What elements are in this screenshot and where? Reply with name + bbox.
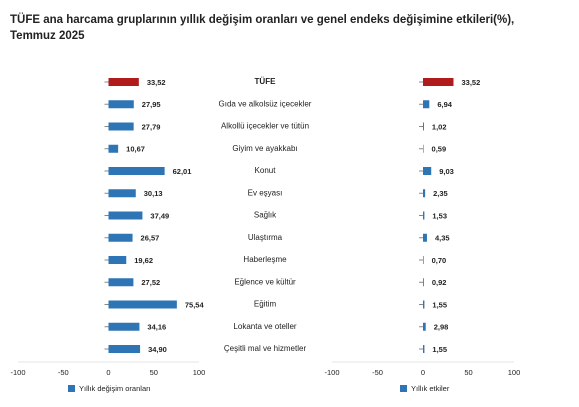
value-label: 75,54 (185, 300, 205, 309)
value-label: 0,70 (432, 256, 447, 265)
x-tick-label: -50 (372, 368, 383, 377)
bar (108, 322, 140, 331)
x-tick-label: -100 (10, 368, 25, 377)
x-tick-label: -50 (58, 368, 69, 377)
bar (108, 211, 143, 220)
category-label: Eğlence ve kültür (234, 277, 296, 286)
value-label: 10,67 (126, 145, 145, 154)
bar (108, 189, 136, 198)
category-label: Haberleşme (243, 255, 287, 264)
x-tick-label: 100 (193, 368, 206, 377)
x-tick-label: 50 (150, 368, 158, 377)
chart-title: TÜFE ana harcama gruplarının yıllık deği… (10, 14, 515, 42)
value-label: 1,53 (432, 211, 447, 220)
category-label: Ulaştırma (248, 233, 283, 242)
value-label: 33,52 (462, 78, 481, 87)
value-label: 2,35 (433, 189, 448, 198)
bar (423, 122, 424, 131)
value-label: 27,79 (142, 122, 161, 131)
legend-label: Yıllık etkiler (411, 384, 450, 393)
value-label: 33,52 (147, 78, 166, 87)
x-tick-label: 100 (508, 368, 521, 377)
bar (423, 233, 427, 242)
bar (108, 300, 177, 309)
value-label: 9,03 (439, 167, 454, 176)
value-label: 19,62 (134, 256, 153, 265)
bar (423, 78, 454, 86)
value-label: 30,13 (144, 189, 163, 198)
category-label: Çeşitli mal ve hizmetler (224, 344, 307, 353)
bar (108, 100, 134, 109)
bar (108, 345, 141, 353)
bar (108, 122, 134, 131)
value-label: 26,57 (141, 234, 160, 243)
value-label: 34,16 (147, 323, 166, 332)
bar (108, 256, 127, 264)
legend-swatch (400, 385, 407, 392)
value-label: 0,59 (432, 145, 447, 154)
bar (423, 300, 425, 309)
value-label: 27,95 (142, 100, 161, 109)
value-label: 1,55 (432, 345, 447, 354)
legend-swatch (68, 385, 75, 392)
value-label: 62,01 (173, 167, 192, 176)
category-label: Ev eşyası (248, 188, 283, 197)
bar (423, 167, 432, 175)
value-label: 0,92 (432, 278, 447, 287)
bar (423, 322, 426, 331)
value-label: 37,49 (150, 211, 169, 220)
value-label: 1,02 (432, 122, 447, 131)
category-label: Sağlık (254, 211, 277, 220)
category-label: Konut (255, 166, 277, 175)
value-label: 4,35 (435, 234, 450, 243)
x-tick-label: 0 (421, 368, 425, 377)
bar (108, 144, 119, 153)
value-label: 34,90 (148, 345, 167, 354)
bar (108, 278, 134, 287)
category-label: Lokanta ve oteller (233, 322, 296, 331)
bar (423, 256, 424, 264)
value-label: 2,98 (434, 323, 449, 332)
category-label: Alkollü içecekler ve tütün (221, 122, 309, 131)
bar (423, 144, 424, 153)
bar (108, 167, 165, 175)
bar (423, 100, 430, 109)
x-tick-label: 0 (106, 368, 110, 377)
category-label: Eğitim (254, 300, 277, 309)
bar (423, 278, 424, 287)
x-tick-label: 50 (464, 368, 472, 377)
bar (423, 211, 425, 220)
x-tick-label: -100 (324, 368, 339, 377)
value-label: 6,94 (437, 100, 452, 109)
bar (108, 233, 133, 242)
bar (108, 78, 139, 86)
value-label: 1,55 (432, 300, 447, 309)
category-label: Gıda ve alkolsüz içecekler (219, 99, 312, 108)
bar (423, 345, 425, 353)
category-label: Giyim ve ayakkabı (232, 144, 297, 153)
category-label: TÜFE (255, 77, 277, 86)
value-label: 27,52 (141, 278, 160, 287)
legend-label: Yıllık değişim oranları (79, 384, 151, 393)
bar (423, 189, 426, 198)
